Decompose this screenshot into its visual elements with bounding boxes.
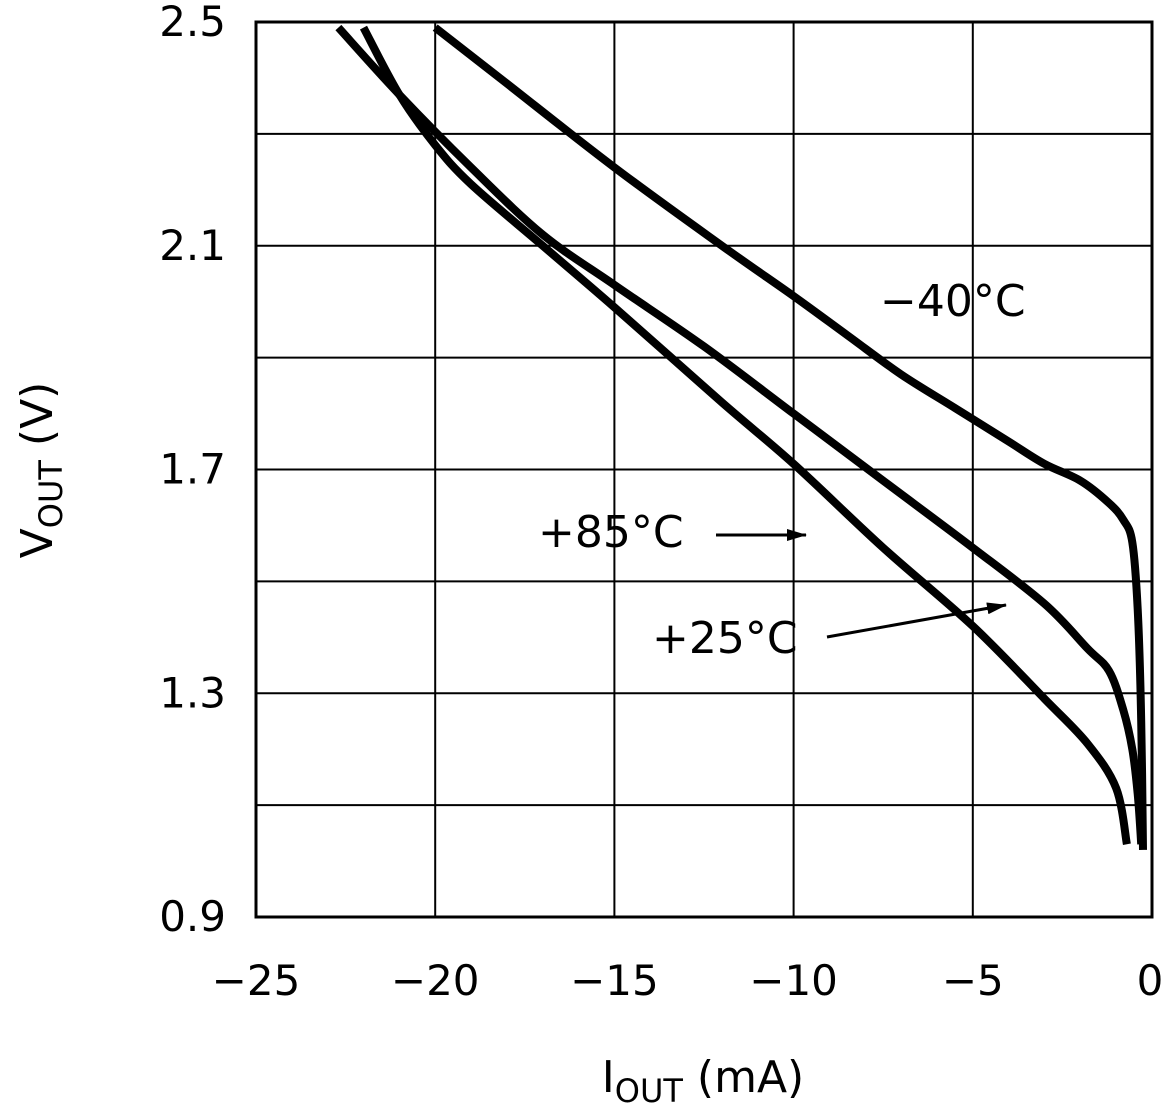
curve-plus-25c	[335, 24, 1146, 845]
y-tick-label: 0.9	[159, 892, 226, 941]
plot-frame	[254, 20, 1154, 919]
x-tick-label: −10	[749, 956, 838, 1005]
y-tick-label: 1.3	[159, 668, 226, 717]
curves	[335, 24, 1147, 850]
x-tick-label: −20	[391, 956, 480, 1005]
x-tick-label: −15	[570, 956, 659, 1005]
y-tick-label: 2.5	[159, 0, 226, 46]
y-axis-title: VOUT(V)	[12, 382, 70, 559]
x-tick-label: −25	[212, 956, 301, 1005]
x-tick-labels: −25 −20 −15 −10 −5 0	[212, 956, 1164, 1005]
y-tick-label: 2.1	[159, 221, 226, 270]
arrow-plus-25c	[826, 602, 1007, 639]
x-tick-label: 0	[1137, 956, 1164, 1005]
label-plus-25c: +25°C	[652, 613, 798, 664]
y-tick-labels: 0.9 1.3 1.7 2.1 2.5	[159, 0, 226, 941]
y-tick-label: 1.7	[159, 445, 226, 494]
label-plus-85c: +85°C	[538, 507, 684, 558]
x-axis-title: IOUT (mA)	[602, 1052, 804, 1110]
grid	[255, 21, 1153, 918]
curve-minus-40c	[432, 24, 1147, 850]
curve-plus-85c	[359, 25, 1131, 846]
x-tick-label: −5	[942, 956, 1004, 1005]
label-minus-40c: −40°C	[880, 276, 1026, 327]
